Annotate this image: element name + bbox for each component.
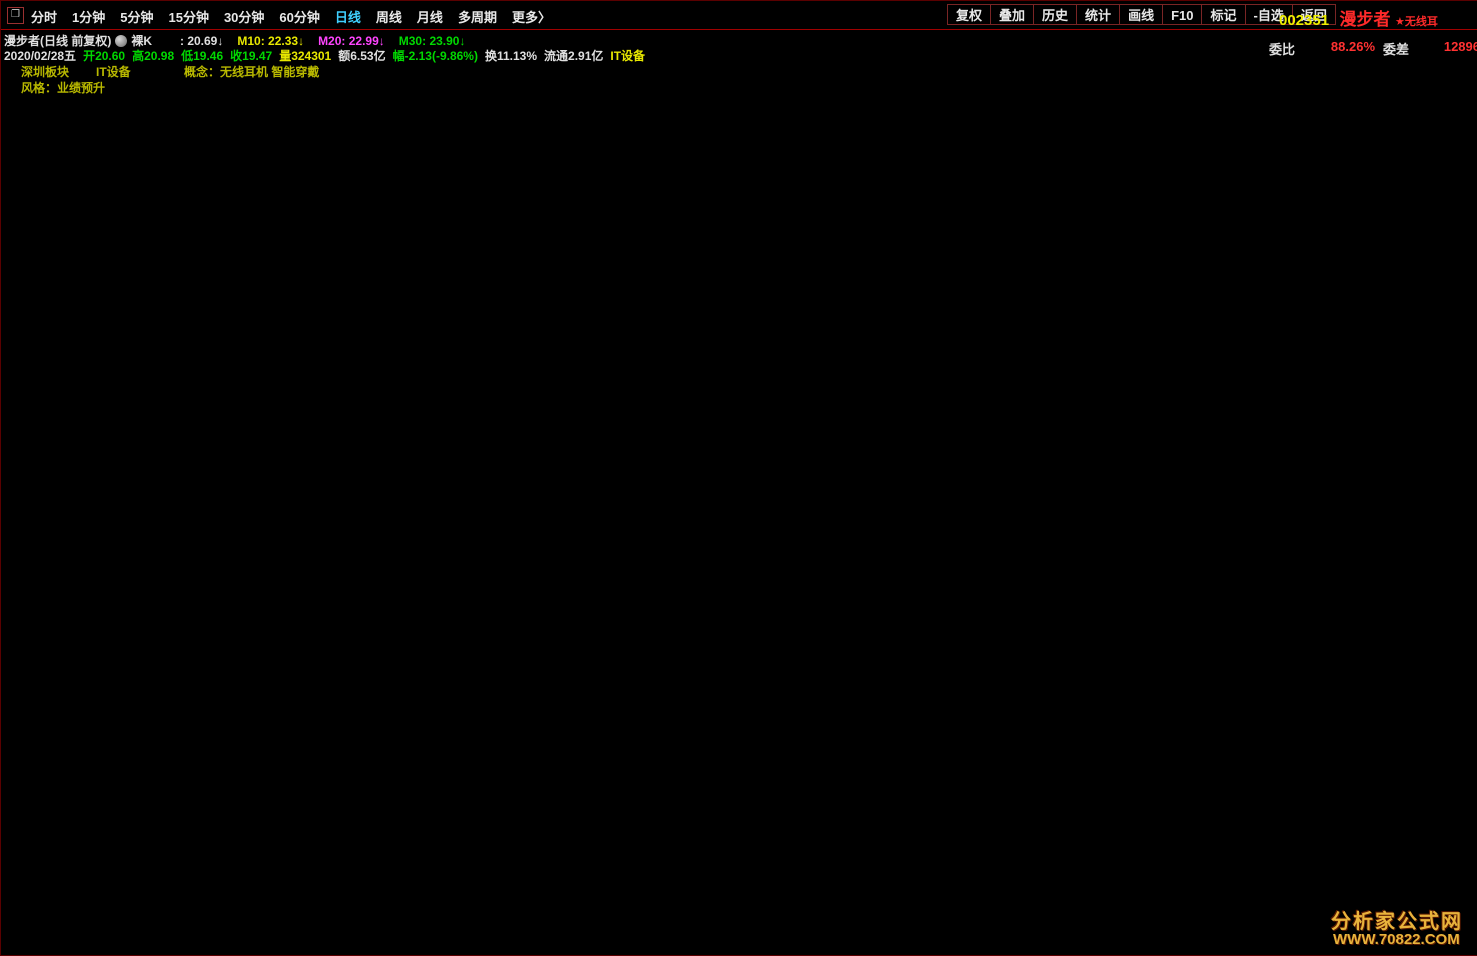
ohlc-segment: 幅-2.13(-9.86%) — [392, 49, 478, 63]
weibi-row: 委比 88.26% 委差 12896 — [1265, 39, 1477, 58]
concept-tag: 概念：无线耳机 智能穿戴 — [184, 65, 320, 79]
weicha-value: 12896 — [1443, 39, 1477, 54]
toolbar-button-1[interactable]: 复权 — [947, 4, 991, 25]
toolbar-button-8[interactable]: -自选 — [1244, 4, 1292, 25]
ohlc-segment: 低19.46 — [181, 49, 224, 63]
k-style-label: 裸K — [131, 34, 152, 48]
period-menu: 分时 1分钟 5分钟 15分钟 30分钟 60分钟 日线 周线 月线 多周期 更多〉 — [31, 7, 566, 27]
ohlc-segment: 量324301 — [279, 49, 332, 63]
collapse-icon[interactable] — [115, 35, 128, 47]
menu-divider — [1, 29, 1477, 30]
ma-value: M20: 22.99↓ — [318, 34, 385, 48]
ohlc-segment: 收19.47 — [230, 49, 273, 63]
flower-logo-icon — [1269, 891, 1329, 955]
window-icon[interactable]: ❐ — [7, 7, 24, 24]
style-tag: 风格：业绩预升 — [21, 81, 106, 95]
weibi-label: 委比 — [1269, 42, 1296, 57]
toolbar-button-2[interactable]: 叠加 — [990, 4, 1034, 25]
ohlc-segment: 2020/02/28五 — [4, 49, 77, 63]
ohlc-segment: IT设备 — [610, 49, 646, 63]
menu-item-7[interactable]: 日线 — [334, 10, 361, 25]
menu-item-3[interactable]: 5分钟 — [120, 10, 154, 25]
menu-item-11[interactable]: 更多〉 — [511, 10, 551, 25]
ohlc-segment: 流通2.91亿 — [544, 49, 604, 63]
menu-item-4[interactable]: 15分钟 — [168, 10, 209, 25]
stock-tag: ★无线耳 — [1394, 16, 1438, 28]
menu-item-6[interactable]: 60分钟 — [279, 10, 320, 25]
ma-value: M10: 22.33↓ — [237, 34, 305, 48]
toolbar-button-7[interactable]: 标记 — [1201, 4, 1245, 25]
stock-code: 002351 — [1279, 12, 1330, 29]
ma-value: : 20.69↓ — [180, 34, 224, 48]
ma-value: M30: 23.90↓ — [398, 34, 466, 48]
ohlc-segment: 高20.98 — [132, 49, 175, 63]
toolbar-buttons: 复权 叠加 历史 统计 画线 F10 标记 -自选 返回 — [947, 4, 1336, 25]
chart-title: 漫步者(日线 前复权) — [4, 34, 112, 48]
ohlc-segment: 换11.13% — [484, 49, 538, 63]
watermark-url: WWW.70822.COM — [1333, 931, 1460, 948]
toolbar-button-4[interactable]: 统计 — [1076, 4, 1120, 25]
toolbar-button-9[interactable]: 返回 — [1291, 4, 1336, 25]
ohlc-segment: 额6.53亿 — [338, 49, 386, 63]
toolbar-button-3[interactable]: 历史 — [1033, 4, 1077, 25]
menu-item-8[interactable]: 周线 — [375, 10, 402, 25]
watermark: 分析家公式网 WWW.70822.COM — [1269, 891, 1477, 955]
menu-item-10[interactable]: 多周期 — [457, 10, 497, 25]
stock-identity: 002351 漫步者 ★无线耳 — [1279, 5, 1438, 30]
menu-item-1[interactable]: 分时 — [31, 10, 58, 25]
watermark-title: 分析家公式网 — [1331, 911, 1463, 933]
ohlc-segment: 开20.60 — [83, 49, 126, 63]
toolbar-button-5[interactable]: 画线 — [1119, 4, 1163, 25]
indicator-info-line: 漫步者(日线 前复权) 裸K : 20.69↓ M10: 22.33↓ M20: 22.… — [4, 32, 479, 49]
menu-item-9[interactable]: 月线 — [416, 10, 443, 25]
weicha-label: 委差 — [1383, 42, 1410, 57]
top-menu-bar: ❐ 分时 1分钟 5分钟 15分钟 30分钟 60分钟 日线 周线 月线 多周期 更多〉 复权 叠加历… — [1, 1, 1477, 29]
stock-name: 漫步者 — [1339, 10, 1391, 29]
concept-tag: 深圳板块 — [21, 65, 70, 79]
concept-tag: IT设备 — [96, 65, 131, 79]
menu-item-5[interactable]: 30分钟 — [223, 10, 265, 25]
weibi-value: 88.26% — [1330, 39, 1375, 54]
toolbar-button-6[interactable]: F10 — [1162, 4, 1202, 25]
ohlc-info-line: 2020/02/28五 开20.60 高20.98 低19.46 收19.47 量3243… — [4, 47, 652, 64]
menu-item-2[interactable]: 1分钟 — [72, 10, 106, 25]
